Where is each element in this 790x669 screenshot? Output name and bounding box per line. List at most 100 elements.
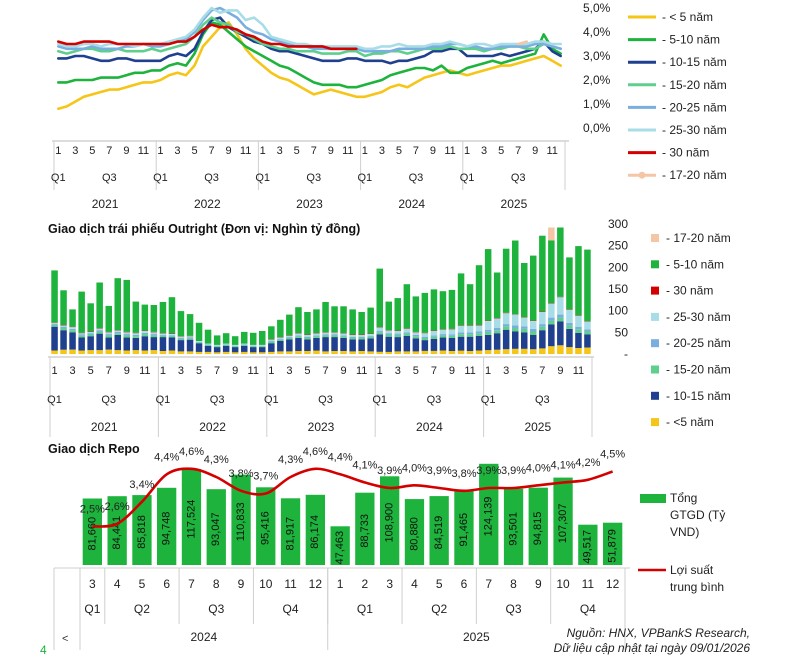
repo-month-tick-label: 6: [163, 577, 170, 591]
outright-bar-segment: [268, 351, 275, 354]
yield-series-line: [57, 16, 562, 65]
outright-bar-segment: [51, 324, 58, 325]
outright-year-tick-label: 2021: [91, 420, 118, 434]
outright-bar-segment: [51, 322, 58, 325]
repo-yield-line: [92, 467, 614, 528]
outright-bar-segment: [141, 350, 149, 354]
repo-bar: [503, 488, 524, 565]
yield-series-line: [57, 23, 358, 51]
repo-bar-value-label: 95,416: [260, 511, 272, 545]
outright-bar-segment: [322, 332, 329, 335]
outright-bar-segment: [87, 334, 94, 337]
outright-bar-segment: [304, 312, 311, 335]
outright-bar-segment: [457, 334, 465, 337]
outright-y-tick-label: 200: [608, 260, 628, 274]
outright-bar-segment: [439, 337, 447, 351]
repo-bar: [528, 487, 548, 565]
outright-bar-segment: [150, 350, 158, 354]
back-arrow-icon[interactable]: <: [62, 633, 68, 645]
outright-bar-segment: [557, 345, 564, 354]
outright-month-tick-label: 1: [485, 365, 491, 377]
yield-legend-label: - 20-25 năm: [662, 100, 727, 114]
outright-bar-segment: [286, 337, 293, 338]
yield-series-line: [57, 21, 562, 111]
repo-bar-value-label: 110,833: [235, 502, 247, 541]
outright-bar-segment: [548, 303, 555, 318]
outright-bar-segment: [331, 334, 338, 336]
outright-bar-segment: [60, 326, 67, 328]
repo-bar: [404, 499, 425, 565]
yield-quarter-tick-label: Q3: [511, 172, 526, 184]
outright-bar-segment: [132, 350, 140, 354]
outright-bar-segment: [96, 331, 103, 334]
yield-month-tick-label: 3: [174, 145, 180, 157]
outright-bar-segment: [502, 329, 510, 350]
outright-bar-segment: [439, 334, 447, 336]
outright-bar-segment: [268, 326, 275, 340]
outright-bar-segment: [195, 322, 203, 341]
outright-bar-segment: [421, 340, 429, 351]
outright-bar-segment: [114, 330, 121, 332]
outright-bar-segment: [566, 322, 573, 326]
repo-yield-label: 4,0%: [402, 462, 427, 474]
outright-bar-segment: [277, 337, 284, 339]
repo-bar-value-label: 86,174: [309, 515, 321, 549]
yield-quarter-tick-label: Q1: [358, 172, 373, 184]
outright-bar-segment: [286, 335, 293, 338]
outright-y-tick-label: 100: [608, 304, 628, 318]
repo-yield-label: 4,6%: [179, 446, 204, 458]
outright-month-tick-label: 9: [449, 365, 455, 377]
outright-quarter-tick-label: Q1: [156, 394, 171, 406]
repo-bar: [330, 526, 350, 565]
outright-bar-segment: [530, 255, 537, 321]
outright-legend-label: - 20-25 năm: [666, 336, 731, 350]
outright-bar-segment: [250, 347, 257, 353]
outright-bar-segment: [177, 351, 185, 354]
outright-bar-segment: [575, 326, 582, 330]
repo-yield-label: 4,0%: [526, 462, 551, 474]
repo-month-tick-label: 2: [362, 577, 369, 591]
repo-bar-value-label: 47,463: [334, 531, 346, 565]
outright-bar-segment: [177, 338, 185, 339]
outright-bar-segment: [521, 348, 528, 354]
outright-bar-segment: [60, 325, 67, 327]
outright-bar-segment: [475, 333, 483, 336]
outright-bar-segment: [331, 332, 338, 335]
outright-bar-segment: [159, 337, 167, 351]
outright-bar-segment: [521, 332, 528, 349]
outright-bar-segment: [277, 339, 284, 341]
outright-bar-segment: [277, 338, 284, 340]
yield-legend-marker: [638, 171, 646, 179]
yield-series-line: [516, 40, 528, 46]
outright-bar-segment: [159, 335, 167, 338]
outright-bar-segment: [548, 240, 555, 304]
outright-bar-segment: [123, 337, 130, 351]
footer: 4 < Nguồn: HNX, VPBankS Research, Dữ liệ…: [40, 626, 750, 657]
outright-bar-segment: [539, 312, 546, 325]
outright-month-tick-label: 1: [51, 365, 57, 377]
repo-yield-label: 4,4%: [154, 451, 179, 463]
outright-bar-segment: [222, 344, 230, 346]
outright-bar-segment: [159, 333, 167, 335]
outright-bar-segment: [466, 332, 474, 334]
yield-month-tick-label: 7: [208, 145, 214, 157]
outright-bar-segment: [539, 330, 546, 349]
outright-bar-segment: [204, 351, 212, 354]
outright-bar-segment: [51, 350, 58, 354]
outright-bar-segment: [286, 314, 293, 336]
repo-bar: [305, 494, 325, 565]
outright-bar-segment: [213, 346, 221, 348]
outright-bar-segment: [123, 335, 130, 338]
outright-bar-segment: [186, 338, 194, 340]
outright-bar-segment: [457, 332, 465, 334]
yield-y-tick-label: 3,0%: [583, 49, 611, 63]
outright-bar-segment: [241, 344, 248, 346]
yield-month-tick-label: 1: [55, 145, 61, 157]
repo-bar-value-label: 88,733: [359, 514, 371, 548]
outright-bar-segment: [394, 331, 401, 334]
outright-bar-segment: [231, 344, 239, 346]
outright-bar-segment: [448, 351, 456, 354]
outright-bar-segment: [502, 324, 510, 327]
outright-bar-segment: [78, 337, 85, 351]
yield-month-tick-label: 11: [138, 145, 149, 157]
